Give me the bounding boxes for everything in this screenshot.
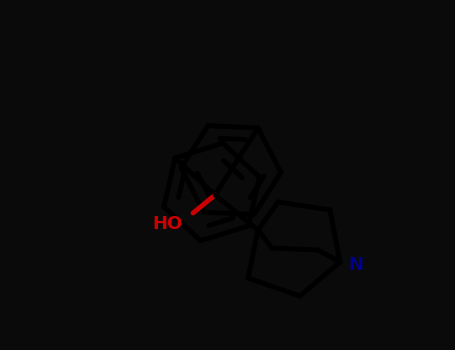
- Text: HO: HO: [153, 215, 183, 233]
- Text: N: N: [348, 256, 363, 274]
